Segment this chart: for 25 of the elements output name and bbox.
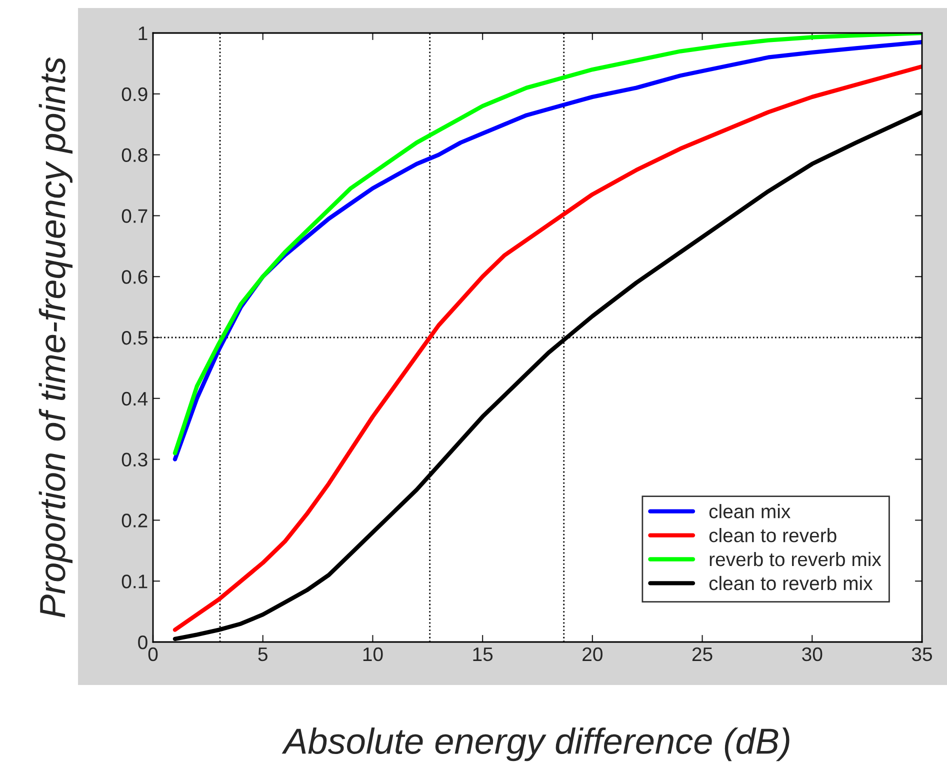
x-tick-label: 10	[363, 647, 383, 662]
y-tick-label: 0.3	[122, 452, 148, 467]
legend-label: clean to reverb mix	[709, 576, 873, 590]
legend-label: clean to reverb	[709, 528, 836, 542]
y-axis-title: Proportion of time-frequency points	[38, 57, 72, 618]
y-tick-label: 0.2	[122, 514, 148, 528]
y-tick-label: 1	[138, 26, 148, 40]
y-tick-label: 0.4	[122, 392, 148, 406]
y-tick-label: 0.1	[122, 574, 148, 588]
legend-label: clean mix	[709, 504, 790, 518]
x-tick-label: 35	[912, 647, 932, 662]
y-tick-label: 0.6	[122, 270, 148, 284]
x-tick-label: 15	[473, 648, 493, 662]
legend-label: reverb to reverb mix	[710, 552, 882, 566]
x-tick-label: 25	[692, 647, 712, 662]
x-tick-label: 30	[802, 647, 822, 662]
y-tick-label: 0.7	[122, 209, 148, 223]
y-tick-label: 0.5	[122, 330, 148, 345]
y-tick-label: 0	[138, 635, 148, 650]
y-tick-label: 0.9	[122, 87, 148, 102]
x-axis-title: Absolute energy difference (dB)	[282, 727, 790, 762]
x-tick-label: 5	[258, 648, 268, 662]
x-tick-label: 20	[582, 647, 602, 662]
y-tick-label: 0.8	[122, 148, 148, 162]
x-tick-label: 0	[148, 647, 158, 662]
